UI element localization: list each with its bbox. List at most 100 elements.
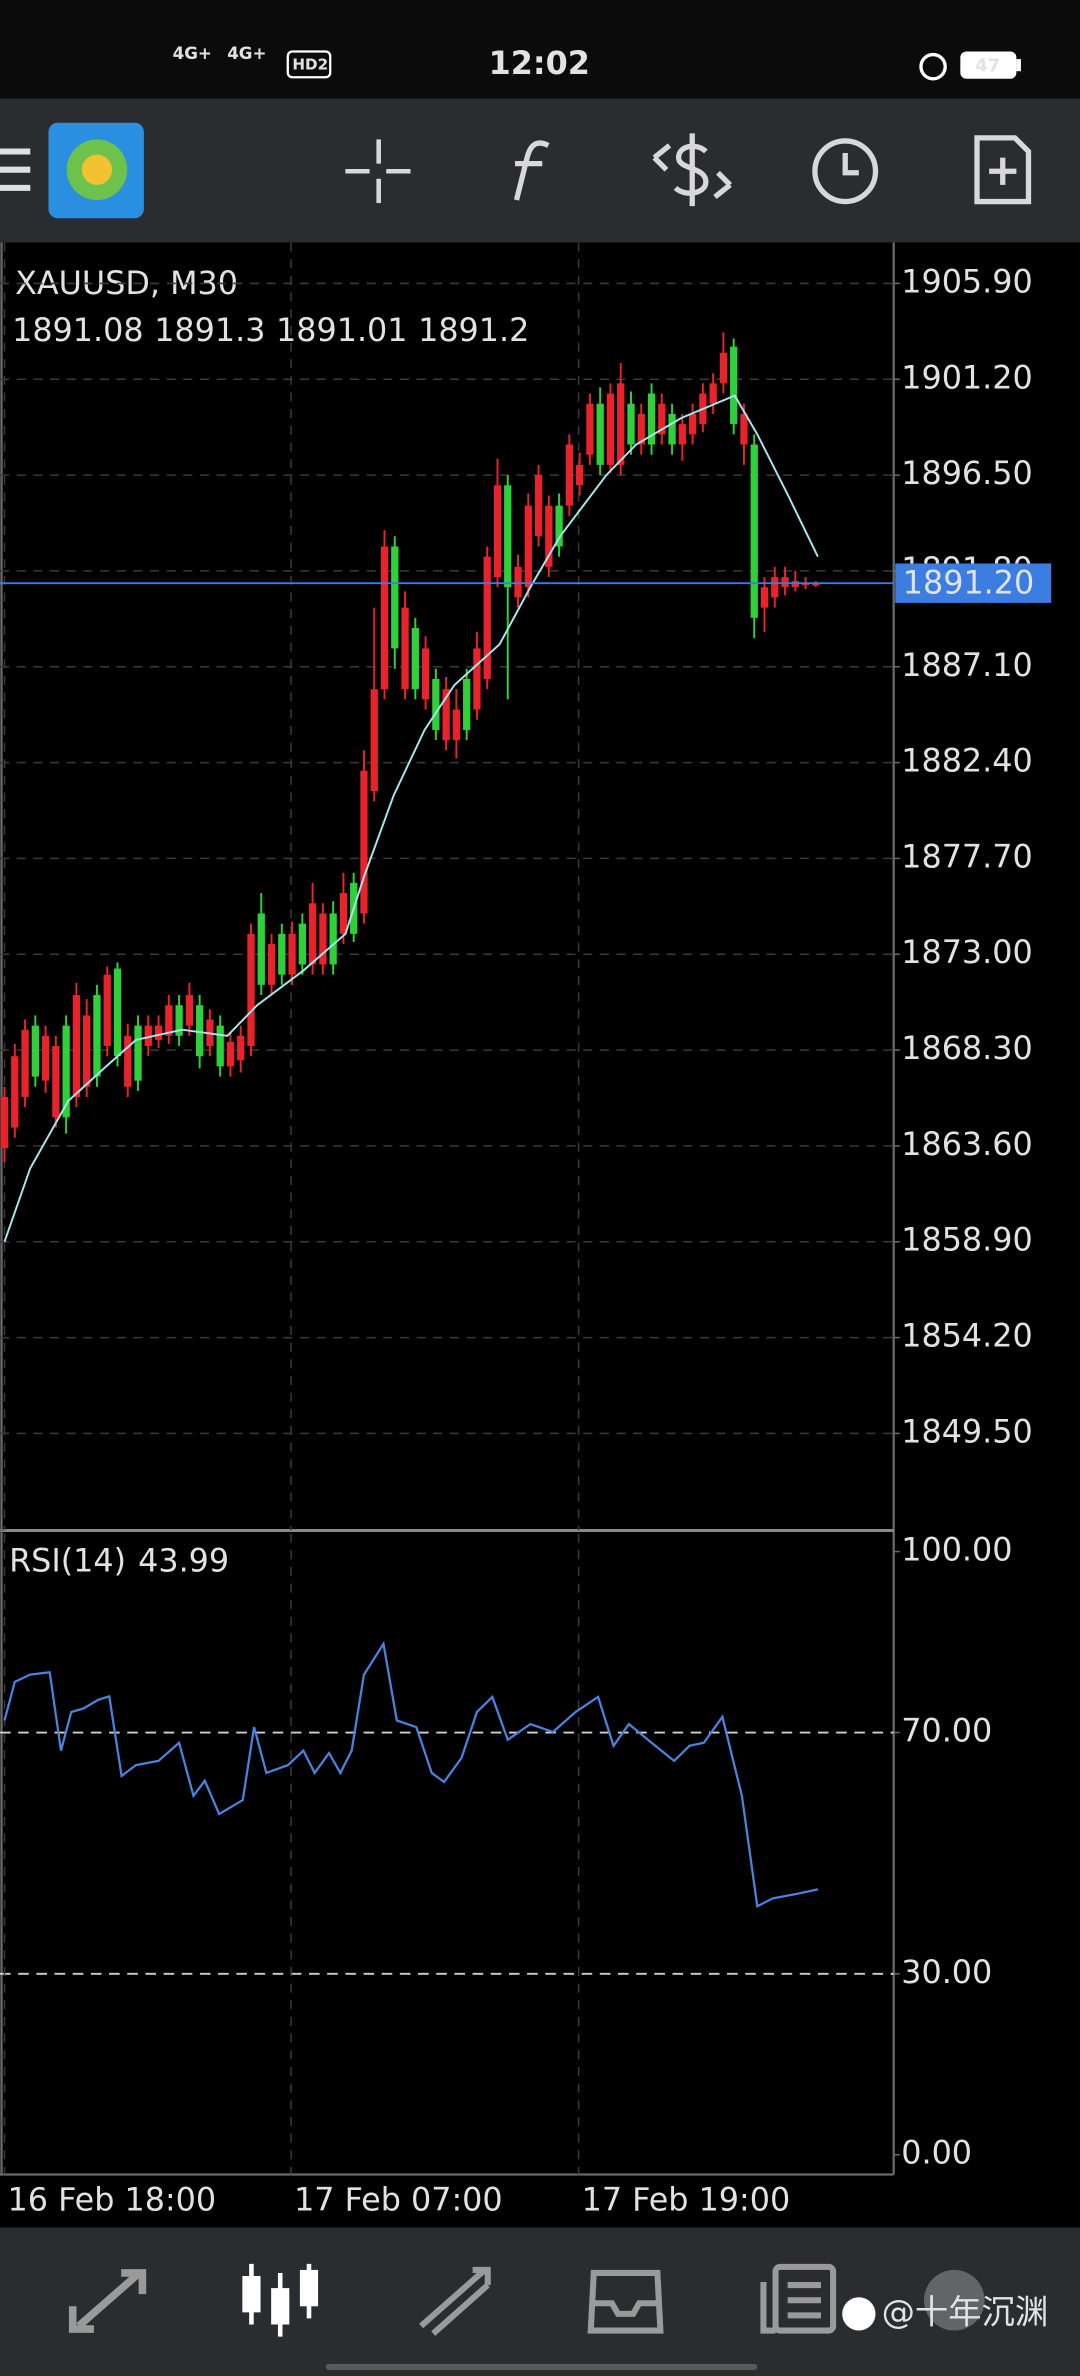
rsi-value: 43.99 — [138, 1541, 229, 1579]
candle-body — [83, 1015, 91, 1087]
x-tick-label: 16 Feb 18:00 — [8, 2181, 217, 2219]
candle-body — [360, 770, 368, 914]
y-tick-label: 30.00 — [901, 1953, 992, 1991]
network-label: 4G+ — [227, 44, 266, 63]
chart-tab[interactable] — [242, 2263, 319, 2337]
watermark: @十年沉渊 — [882, 2292, 1049, 2331]
candle-body — [401, 607, 409, 690]
candle-body — [329, 913, 337, 965]
candle-body — [196, 1005, 204, 1057]
timeframe-button[interactable] — [812, 138, 879, 205]
candle-body — [575, 464, 584, 486]
candle-body — [463, 678, 471, 730]
hd-badge — [286, 50, 332, 79]
candle-body — [627, 403, 635, 445]
candle-body — [473, 648, 481, 710]
candle-body — [791, 581, 799, 588]
candle-body — [165, 1005, 173, 1036]
candle-body — [31, 1025, 39, 1077]
candle-body — [175, 1005, 183, 1036]
candle-body — [678, 424, 686, 445]
candle-body — [113, 968, 122, 1057]
candle-body — [493, 485, 502, 578]
history-tab[interactable] — [587, 2269, 664, 2334]
news-tab[interactable] — [760, 2263, 837, 2334]
y-tick-label: 1858.90 — [901, 1221, 1032, 1259]
candle-body — [237, 1035, 245, 1061]
hd-label: HD2 — [292, 56, 328, 74]
candle-body — [801, 583, 810, 586]
rsi-line — [3, 1640, 819, 1908]
candle-body — [41, 1035, 50, 1081]
candle-body — [380, 546, 389, 690]
ohlc-value: 1891.2 — [418, 311, 529, 349]
bottom-nav — [0, 2227, 1080, 2376]
y-tick-label: 1896.50 — [901, 454, 1032, 492]
candle-body — [617, 383, 625, 465]
candle-body — [452, 709, 461, 741]
candle-body — [93, 995, 101, 1077]
candle-body — [647, 393, 656, 445]
candle-body — [504, 485, 512, 588]
y-tick-label: 1863.60 — [901, 1125, 1032, 1163]
candle-body — [288, 933, 296, 975]
candle-body — [144, 1025, 152, 1047]
candle-body — [637, 413, 645, 445]
app-logo[interactable] — [48, 122, 144, 219]
candle-body — [103, 974, 111, 1047]
menu-button[interactable] — [0, 148, 31, 191]
weibo-icon — [842, 2297, 876, 2331]
candle-body — [339, 893, 348, 934]
ohlc-value: 1891.3 — [154, 311, 265, 349]
candle-body — [432, 678, 440, 730]
quotes-tab[interactable] — [68, 2269, 147, 2333]
rsi-title: RSI(14) 43.99 — [9, 1541, 229, 1579]
y-tick-label: 1877.70 — [901, 837, 1032, 875]
y-tick-label: 1854.20 — [901, 1317, 1032, 1355]
plot-area — [0, 242, 894, 2175]
candle-body — [760, 587, 769, 608]
candle-body — [750, 444, 758, 618]
y-tick-label: 1887.10 — [901, 646, 1032, 684]
network-label: 4G+ — [173, 44, 212, 63]
messages-tab[interactable] — [923, 2269, 985, 2331]
candle-body — [771, 577, 779, 598]
candle-body — [514, 566, 522, 598]
candle-body — [257, 913, 265, 985]
candle-body — [668, 413, 676, 445]
y-tick-label: 70.00 — [901, 1712, 992, 1750]
clock: 12:02 — [489, 44, 590, 82]
price-badge-label: 1891.20 — [903, 564, 1034, 602]
candle-body — [586, 403, 594, 455]
new-order-button[interactable] — [974, 135, 1032, 205]
trade-button[interactable] — [652, 133, 732, 207]
candle-body — [319, 913, 327, 965]
grid-layer — [0, 242, 900, 2175]
indicators-button[interactable] — [513, 140, 550, 201]
ohlc-value: 1891.01 — [276, 311, 407, 349]
candle-body — [185, 995, 194, 1026]
candle-body — [216, 1025, 224, 1067]
candle-body — [483, 556, 491, 679]
x-tick-label: 17 Feb 07:00 — [294, 2181, 503, 2219]
alarm-icon — [919, 52, 947, 81]
candle-body — [534, 475, 543, 537]
y-tick-label: 1905.90 — [901, 262, 1032, 300]
trade-tab[interactable] — [419, 2266, 491, 2336]
candle-body — [524, 505, 532, 588]
battery-tip — [1016, 59, 1021, 72]
candle-body — [21, 1029, 29, 1097]
moving-average — [3, 394, 819, 1243]
candle-body — [134, 1025, 142, 1081]
candle-body — [781, 577, 789, 588]
y-tick-label: 1868.30 — [901, 1029, 1032, 1067]
candle-body — [565, 444, 573, 506]
y-tick-label: 1849.50 — [901, 1412, 1032, 1450]
mark-layer — [0, 332, 894, 1908]
candle-body — [688, 413, 697, 435]
toolbar — [0, 98, 1080, 243]
battery-icon — [960, 51, 1017, 79]
candle-body — [0, 1096, 9, 1148]
crosshair-button[interactable] — [345, 139, 411, 204]
